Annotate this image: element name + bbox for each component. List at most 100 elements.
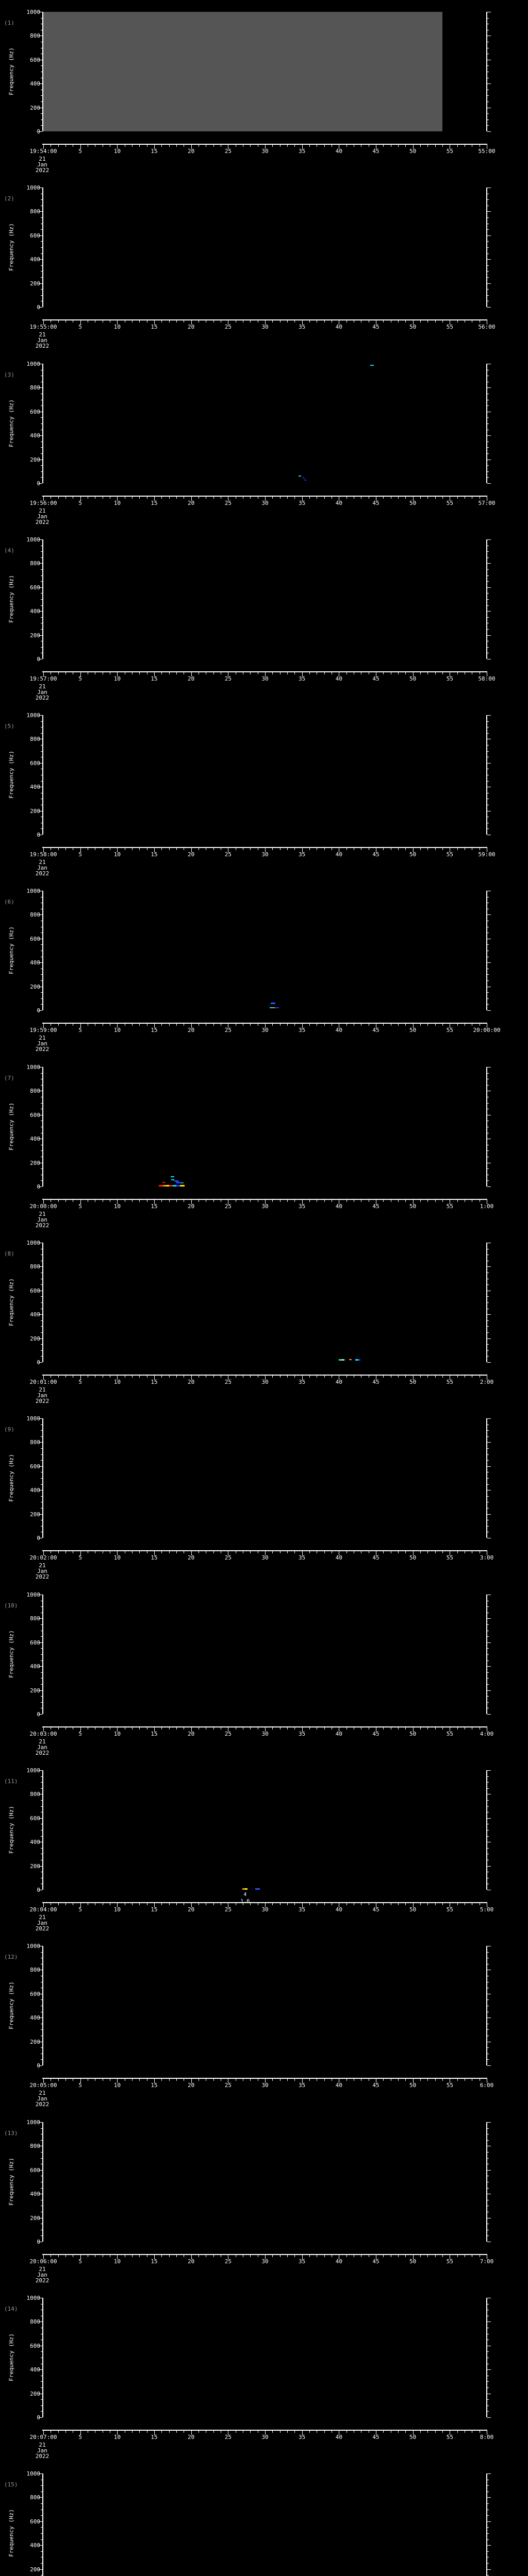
x-axis [42, 144, 487, 145]
x-tick [250, 145, 251, 147]
x-tick [398, 848, 399, 850]
x-tick [309, 2431, 310, 2433]
y-tick [39, 211, 42, 212]
y-tick [41, 2387, 42, 2388]
y-tick [487, 2405, 489, 2406]
y-axis-title: Frequency (Hz) [8, 575, 15, 623]
y-tick [41, 295, 42, 296]
spectrogram-feature [344, 1359, 346, 1361]
spectrogram-panel: 0 200 400 600 800 1000 (8) Frequency (Hz) 20:01:… [0, 1231, 528, 1406]
x-tick [213, 1551, 214, 1553]
x-tick [457, 2255, 458, 2257]
x-tick [139, 1376, 140, 1378]
y-tick [41, 629, 42, 630]
y-tick [39, 1266, 42, 1267]
x-tick [346, 2431, 347, 2433]
x-tick [58, 145, 59, 147]
y-tick-label: 0 [37, 656, 40, 663]
x-tick-label: 55 [446, 2434, 453, 2441]
x-tick-label: 15 [151, 1027, 158, 1033]
x-tick-label: 35 [299, 1203, 306, 1210]
x-tick-label: 10 [113, 2434, 121, 2441]
y-tick [41, 1084, 42, 1086]
x-tick [435, 848, 436, 850]
x-end-time-label: 57:00 [478, 500, 496, 506]
x-tick [154, 848, 155, 852]
x-tick [309, 497, 310, 499]
y-tick [487, 563, 491, 564]
y-tick [487, 1514, 491, 1515]
y-tick [41, 2527, 42, 2528]
x-tick [309, 1903, 310, 1905]
y-tick [41, 253, 42, 254]
y-tick-label: 0 [37, 1359, 40, 1366]
x-tick [161, 320, 162, 323]
x-tick [435, 1024, 436, 1026]
x-tick-label: 20 [188, 2434, 195, 2441]
x-tick-label: 10 [113, 1379, 121, 1385]
x-tick [139, 1024, 140, 1026]
x-tick-label: 20 [188, 148, 195, 155]
y-tick [39, 1690, 42, 1691]
y-tick [41, 575, 42, 576]
y-tick [41, 199, 42, 200]
y-axis-title: Frequency (Hz) [8, 47, 15, 95]
x-tick-label: 30 [261, 1203, 269, 1210]
date-label: 21 Jan 2022 [35, 331, 50, 349]
x-tick-label: 30 [261, 1379, 269, 1385]
x-tick [309, 2079, 310, 2081]
y-tick [487, 1836, 489, 1837]
x-start-time-label: 19:58:00 [29, 851, 57, 858]
x-tick [43, 1551, 44, 1555]
y-tick-label: 400 [30, 2014, 40, 2022]
y-tick-label: 800 [30, 1263, 40, 1270]
panel-index-label: (3) [4, 371, 14, 378]
x-tick [302, 1551, 303, 1555]
y-tick [39, 1666, 42, 1667]
x-tick-label: 50 [409, 675, 417, 682]
y-tick [39, 1818, 42, 1819]
y-tick-label: 1000 [26, 1240, 41, 1246]
x-tick [65, 1024, 66, 1026]
x-tick [398, 672, 399, 674]
y-tick-label: 400 [30, 784, 40, 791]
spectrogram-feature [339, 1359, 342, 1361]
y-tick [487, 2417, 491, 2418]
y-axis-left [42, 1770, 43, 1890]
x-tick [287, 320, 288, 323]
x-tick [420, 1903, 421, 1905]
x-tick-label: 35 [299, 851, 306, 858]
date-label: 21 Jan 2022 [35, 2442, 50, 2460]
spectrogram-feature [271, 1003, 276, 1005]
spectrogram-feature [171, 1179, 174, 1181]
spectrogram-panel: 0 200 400 600 800 1000 (14) Frequency (Hz) 20:07… [0, 2286, 528, 2462]
y-tick [487, 1830, 489, 1831]
spectrogram-feature [174, 1180, 179, 1182]
x-tick-label: 40 [335, 148, 342, 155]
x-tick [132, 2431, 133, 2433]
x-tick [139, 2431, 140, 2433]
x-tick-label: 5 [78, 1027, 82, 1033]
x-tick-label: 25 [224, 1554, 232, 1561]
x-tick-label: 35 [299, 675, 306, 682]
x-tick [176, 848, 177, 850]
y-axis-left [42, 188, 43, 307]
x-tick [176, 145, 177, 147]
x-tick [213, 1903, 214, 1905]
x-tick [161, 1376, 162, 1378]
y-tick [487, 1320, 489, 1321]
x-tick-label: 5 [78, 675, 82, 682]
y-axis-left [42, 1243, 43, 1362]
x-tick [65, 1551, 66, 1553]
y-tick [41, 1448, 42, 1449]
x-start-time-label: 20:01:00 [29, 1379, 57, 1385]
y-tick-label: 200 [30, 280, 40, 287]
y-tick [39, 2369, 42, 2370]
x-tick [265, 1903, 266, 1907]
panel-index-label: (14) [4, 2306, 18, 2312]
x-tick-label: 15 [151, 1203, 158, 1210]
y-axis-title: Frequency (Hz) [8, 1103, 15, 1150]
y-tick [487, 1454, 489, 1455]
x-tick [154, 2255, 155, 2259]
x-tick [346, 1903, 347, 1905]
